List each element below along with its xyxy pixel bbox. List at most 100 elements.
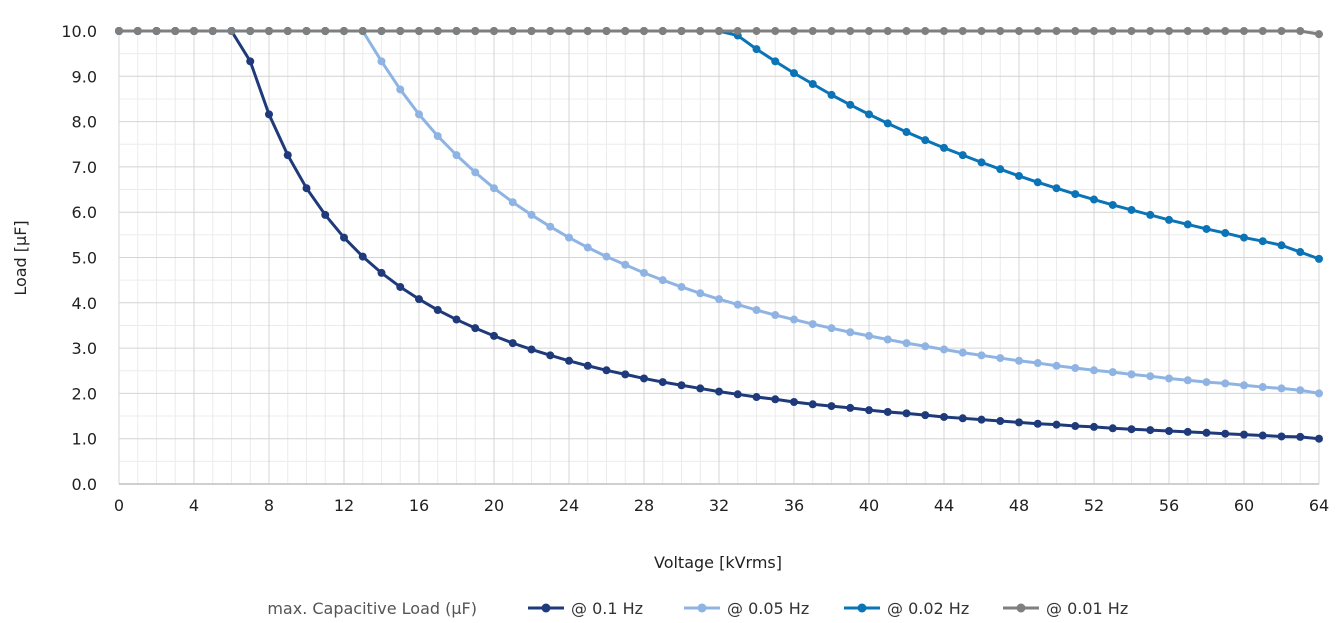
data-point bbox=[790, 398, 798, 407]
data-point bbox=[658, 378, 667, 387]
data-point bbox=[1221, 27, 1230, 35]
data-point bbox=[1127, 205, 1136, 214]
data-point bbox=[733, 27, 742, 35]
y-tick-label: 8.0 bbox=[72, 113, 97, 132]
data-point bbox=[1240, 381, 1248, 390]
data-point bbox=[1221, 229, 1230, 238]
y-tick-label: 7.0 bbox=[72, 158, 97, 177]
data-point bbox=[696, 384, 705, 393]
data-point bbox=[396, 27, 405, 35]
data-point bbox=[246, 27, 255, 35]
data-point bbox=[508, 27, 517, 35]
data-point bbox=[265, 110, 273, 119]
data-point bbox=[377, 57, 386, 66]
data-point bbox=[752, 393, 761, 402]
data-point bbox=[433, 306, 442, 315]
data-point bbox=[1277, 27, 1286, 35]
data-point bbox=[902, 27, 911, 35]
data-point bbox=[602, 252, 611, 261]
data-point bbox=[452, 27, 461, 35]
data-point bbox=[752, 27, 761, 35]
data-point bbox=[1258, 27, 1267, 35]
data-point bbox=[265, 27, 273, 35]
data-point bbox=[883, 119, 892, 128]
data-point bbox=[771, 311, 780, 320]
x-tick-label: 52 bbox=[1084, 496, 1104, 515]
data-point bbox=[827, 27, 836, 35]
data-point bbox=[640, 374, 648, 383]
data-point bbox=[583, 243, 592, 252]
data-point bbox=[1315, 389, 1323, 398]
legend-label: @ 0.05 Hz bbox=[727, 599, 809, 618]
data-point bbox=[1033, 27, 1042, 35]
data-point bbox=[302, 27, 311, 35]
data-point bbox=[808, 320, 817, 329]
data-point bbox=[1108, 424, 1117, 433]
data-point bbox=[1052, 184, 1061, 193]
data-point bbox=[677, 27, 686, 35]
data-point bbox=[415, 27, 423, 35]
data-point bbox=[1296, 27, 1305, 35]
data-point bbox=[1165, 374, 1173, 383]
data-point bbox=[977, 158, 986, 167]
data-point bbox=[621, 260, 630, 269]
data-point bbox=[508, 339, 517, 348]
data-point bbox=[565, 27, 573, 35]
data-point bbox=[321, 27, 330, 35]
data-point bbox=[115, 27, 123, 35]
data-point bbox=[490, 27, 498, 35]
data-point bbox=[846, 403, 855, 412]
data-point bbox=[921, 136, 930, 145]
data-point bbox=[1108, 27, 1117, 35]
data-point bbox=[677, 282, 686, 291]
y-tick-label: 3.0 bbox=[72, 339, 97, 358]
data-point bbox=[1146, 372, 1155, 381]
data-point bbox=[377, 268, 386, 277]
data-point bbox=[471, 324, 480, 333]
data-point bbox=[358, 27, 367, 35]
data-point bbox=[1033, 178, 1042, 187]
data-point bbox=[827, 324, 836, 333]
data-point bbox=[565, 233, 573, 242]
legend-entry: @ 0.05 Hz bbox=[684, 599, 809, 618]
data-point bbox=[1240, 233, 1248, 242]
data-point bbox=[1146, 27, 1155, 35]
data-point bbox=[1221, 429, 1230, 438]
data-point bbox=[583, 27, 592, 35]
legend-label: @ 0.02 Hz bbox=[887, 599, 969, 618]
data-point bbox=[996, 417, 1005, 426]
data-point bbox=[846, 27, 855, 35]
data-point bbox=[246, 57, 255, 66]
data-point bbox=[302, 184, 311, 193]
data-point bbox=[490, 331, 498, 340]
data-point bbox=[283, 27, 292, 35]
x-tick-label: 40 bbox=[859, 496, 879, 515]
legend-marker bbox=[697, 603, 707, 613]
x-tick-label: 64 bbox=[1309, 496, 1329, 515]
data-point bbox=[471, 168, 480, 177]
data-point bbox=[1258, 383, 1267, 392]
data-point bbox=[715, 27, 723, 35]
legend-entry: @ 0.1 Hz bbox=[528, 599, 643, 618]
data-point bbox=[1277, 432, 1286, 441]
x-tick-label: 32 bbox=[709, 496, 729, 515]
data-point bbox=[790, 315, 798, 324]
data-point bbox=[1071, 364, 1080, 373]
data-point bbox=[715, 295, 723, 304]
y-tick-label: 1.0 bbox=[72, 430, 97, 449]
data-point bbox=[1315, 434, 1323, 443]
legend-entry: @ 0.01 Hz bbox=[1003, 599, 1128, 618]
grid bbox=[118, 30, 1320, 485]
data-point bbox=[1165, 215, 1173, 224]
data-point bbox=[1202, 378, 1211, 387]
x-tick-label: 0 bbox=[114, 496, 124, 515]
series-1 bbox=[115, 27, 1323, 443]
data-point bbox=[658, 276, 667, 285]
x-tick-label: 8 bbox=[264, 496, 274, 515]
data-point bbox=[602, 366, 611, 375]
data-point bbox=[227, 27, 236, 35]
x-tick-label: 56 bbox=[1159, 496, 1179, 515]
data-point bbox=[1296, 248, 1305, 257]
data-point bbox=[1127, 27, 1136, 35]
data-point bbox=[958, 27, 967, 35]
